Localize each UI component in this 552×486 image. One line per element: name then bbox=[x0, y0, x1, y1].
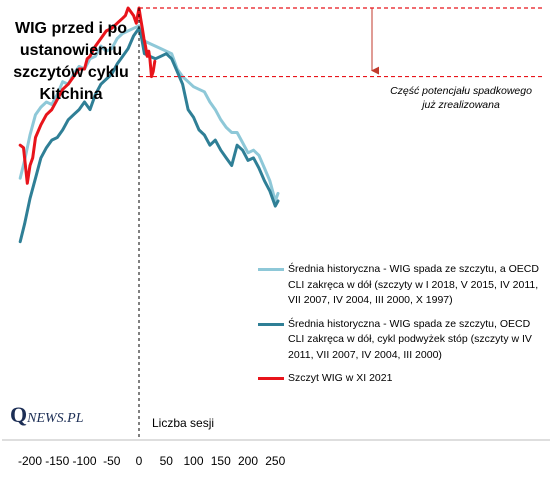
title-line-1: WIG przed i po bbox=[15, 20, 127, 37]
x-tick-label: 250 bbox=[265, 454, 285, 468]
series-line-historical-group bbox=[18, 24, 280, 203]
legend-label-2021: Szczyt WIG w XI 2021 bbox=[288, 372, 393, 384]
x-tick-label: -100 bbox=[72, 454, 96, 468]
chart-title: WIG przed i po ustanowieniu szczytów cyk… bbox=[6, 18, 136, 106]
x-tick-label: 0 bbox=[136, 454, 143, 468]
x-tick-label: 200 bbox=[238, 454, 258, 468]
x-tick-label: 150 bbox=[211, 454, 231, 468]
series-line-historical bbox=[18, 24, 280, 203]
annotation-text: Część potencjału spadkowego już zrealizo… bbox=[376, 84, 546, 112]
logo-rest: NEWS.PL bbox=[27, 411, 84, 426]
legend-swatch-historical bbox=[258, 268, 284, 271]
x-tick-label: 100 bbox=[183, 454, 203, 468]
annotation-line-1: Część potencjału spadkowego bbox=[390, 85, 532, 97]
legend-label-historical: Średnia historyczna - WIG spada ze szczy… bbox=[288, 263, 539, 306]
x-tick-label: 50 bbox=[160, 454, 174, 468]
title-line-3: szczytów cyklu bbox=[13, 64, 129, 81]
x-tick-label: -200 bbox=[18, 454, 42, 468]
x-tick-label: -150 bbox=[45, 454, 69, 468]
annotation-line-2: już zrealizowana bbox=[422, 99, 500, 111]
title-line-4: Kitchina bbox=[39, 86, 103, 103]
series-line-2021 bbox=[18, 6, 157, 185]
legend-item-oecd: Średnia historyczna - WIG spada ze szczy… bbox=[258, 317, 546, 364]
series-line-2021-group bbox=[18, 6, 157, 185]
legend-label-oecd: Średnia historyczna - WIG spada ze szczy… bbox=[288, 317, 532, 361]
legend-item-historical: Średnia historyczna - WIG spada ze szczy… bbox=[258, 262, 546, 309]
x-axis-label: Liczba sesji bbox=[152, 416, 215, 430]
legend-item-2021: Szczyt WIG w XI 2021 bbox=[258, 371, 546, 387]
legend: Średnia historyczna - WIG spada ze szczy… bbox=[258, 262, 546, 395]
qnews-logo: QNEWS.PL bbox=[10, 402, 84, 428]
title-line-2: ustanowieniu bbox=[19, 42, 123, 59]
legend-swatch-oecd bbox=[258, 322, 284, 326]
x-tick-label: -50 bbox=[103, 454, 121, 468]
logo-q: Q bbox=[10, 402, 28, 427]
legend-swatch-2021 bbox=[258, 377, 284, 380]
